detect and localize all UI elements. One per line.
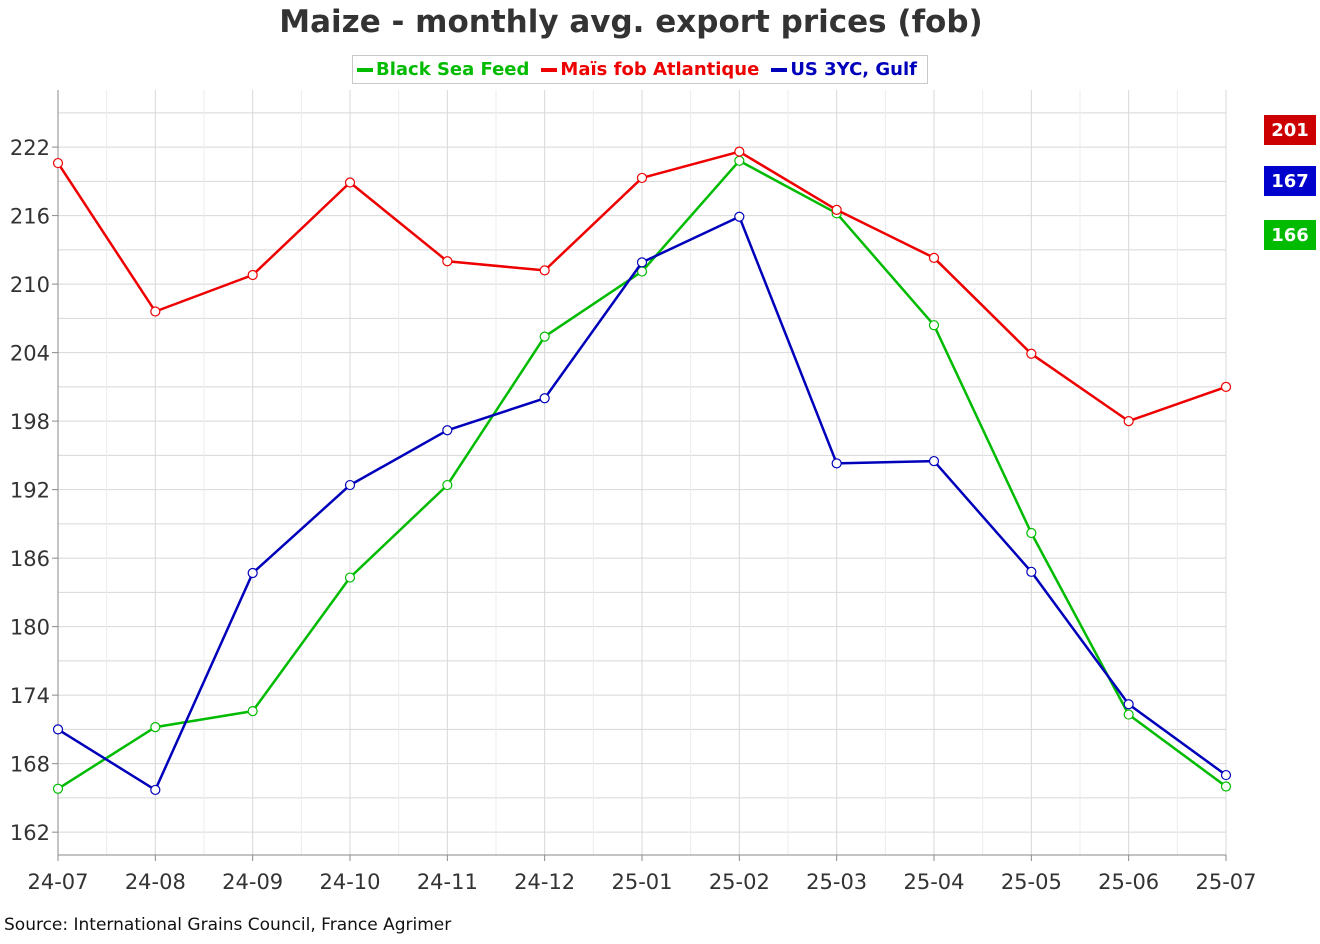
data-point-ma-s-fob-atlantique	[247, 269, 258, 281]
data-point-black-sea-feed	[1220, 781, 1232, 792]
data-point-black-sea-feed	[442, 479, 453, 491]
legend-item-us-3yc-gulf[interactable]: US 3YC, Gulf	[771, 59, 917, 80]
data-point-black-sea-feed	[734, 155, 745, 166]
data-point-ma-s-fob-atlantique	[636, 172, 648, 184]
data-point-ma-s-fob-atlantique	[1123, 416, 1134, 427]
data-point-us-3yc-gulf	[247, 567, 258, 579]
y-tick-label: 222	[10, 136, 50, 160]
y-tick-label: 204	[10, 342, 50, 366]
data-point-ma-s-fob-atlantique	[1026, 348, 1037, 359]
end-label-mais-fob-atlantique: 201	[1264, 115, 1316, 145]
x-tick-label: 24-12	[514, 870, 575, 894]
x-tick-label: 24-09	[222, 870, 283, 894]
x-tick-label: 25-03	[806, 870, 867, 894]
chart-legend: Black Sea Feed Maïs fob Atlantique US 3Y…	[352, 55, 928, 84]
data-point-black-sea-feed	[247, 706, 258, 717]
x-tick-label: 24-10	[319, 870, 380, 894]
y-tick-label: 174	[10, 684, 50, 708]
legend-swatch-mais-fob-atlantique	[541, 67, 558, 72]
data-point-ma-s-fob-atlantique	[831, 204, 842, 215]
x-tick-label: 25-04	[903, 870, 964, 894]
data-point-us-3yc-gulf	[1123, 699, 1134, 710]
data-point-us-3yc-gulf	[636, 257, 648, 268]
data-point-us-3yc-gulf	[734, 211, 745, 222]
data-point-ma-s-fob-atlantique	[1220, 381, 1232, 392]
data-point-ma-s-fob-atlantique	[52, 157, 64, 169]
x-tick-label: 25-01	[611, 870, 672, 894]
data-point-ma-s-fob-atlantique	[150, 306, 161, 317]
end-label-us-3yc-gulf: 167	[1264, 166, 1316, 196]
data-point-black-sea-feed	[52, 783, 64, 794]
axis-layer: 162 168 174 180 186 192 198 204 210 216 222 24-07 24…	[10, 90, 1257, 894]
data-point-us-3yc-gulf	[1220, 769, 1232, 781]
series-layer	[52, 146, 1232, 796]
y-tick-label: 186	[10, 547, 50, 571]
end-label-black-sea-feed: 166	[1264, 220, 1316, 250]
y-tick-label: 168	[10, 753, 50, 777]
data-point-us-3yc-gulf	[539, 393, 550, 404]
data-point-black-sea-feed	[1123, 709, 1134, 720]
x-tick-label: 25-07	[1195, 870, 1256, 894]
x-tick-label: 24-11	[417, 870, 478, 894]
data-point-black-sea-feed	[928, 320, 940, 331]
data-point-us-3yc-gulf	[928, 455, 940, 467]
legend-label-us-3yc-gulf: US 3YC, Gulf	[790, 59, 917, 80]
data-point-black-sea-feed	[539, 331, 550, 342]
chart-title: Maize - monthly avg. export prices (fob)	[279, 4, 983, 40]
legend-swatch-black-sea-feed	[357, 67, 373, 72]
x-tick-label: 24-07	[27, 870, 88, 894]
y-tick-label: 180	[10, 616, 50, 640]
data-point-us-3yc-gulf	[1026, 566, 1037, 577]
data-point-ma-s-fob-atlantique	[734, 146, 745, 157]
legend-item-black-sea-feed[interactable]: Black Sea Feed	[357, 59, 529, 80]
y-tick-label: 216	[10, 205, 50, 229]
legend-item-mais-fob-atlantique[interactable]: Maïs fob Atlantique	[541, 59, 759, 80]
data-point-us-3yc-gulf	[831, 458, 842, 469]
y-tick-label: 162	[10, 821, 50, 845]
x-tick-label: 24-08	[125, 870, 186, 894]
legend-swatch-us-3yc-gulf	[771, 67, 788, 72]
data-point-ma-s-fob-atlantique	[442, 256, 453, 267]
data-point-us-3yc-gulf	[150, 784, 161, 796]
data-point-black-sea-feed	[344, 572, 356, 583]
data-point-black-sea-feed	[1026, 527, 1037, 539]
y-tick-label: 192	[10, 479, 50, 503]
legend-label-mais-fob-atlantique: Maïs fob Atlantique	[560, 59, 760, 80]
x-tick-label: 25-05	[1001, 870, 1062, 894]
grid-layer	[57, 90, 1227, 855]
source-note: Source: International Grains Council, Fr…	[4, 915, 452, 935]
y-tick-label: 210	[10, 273, 50, 297]
data-point-ma-s-fob-atlantique	[928, 252, 940, 263]
x-tick-label: 25-02	[709, 870, 770, 894]
data-point-us-3yc-gulf	[442, 425, 453, 436]
data-point-ma-s-fob-atlantique	[539, 265, 550, 276]
data-point-black-sea-feed	[150, 722, 161, 733]
y-tick-label: 198	[10, 410, 50, 434]
data-point-us-3yc-gulf	[52, 724, 64, 735]
data-point-ma-s-fob-atlantique	[344, 177, 356, 188]
x-tick-label: 25-06	[1098, 870, 1159, 894]
data-point-us-3yc-gulf	[344, 479, 356, 491]
legend-label-black-sea-feed: Black Sea Feed	[376, 59, 530, 80]
